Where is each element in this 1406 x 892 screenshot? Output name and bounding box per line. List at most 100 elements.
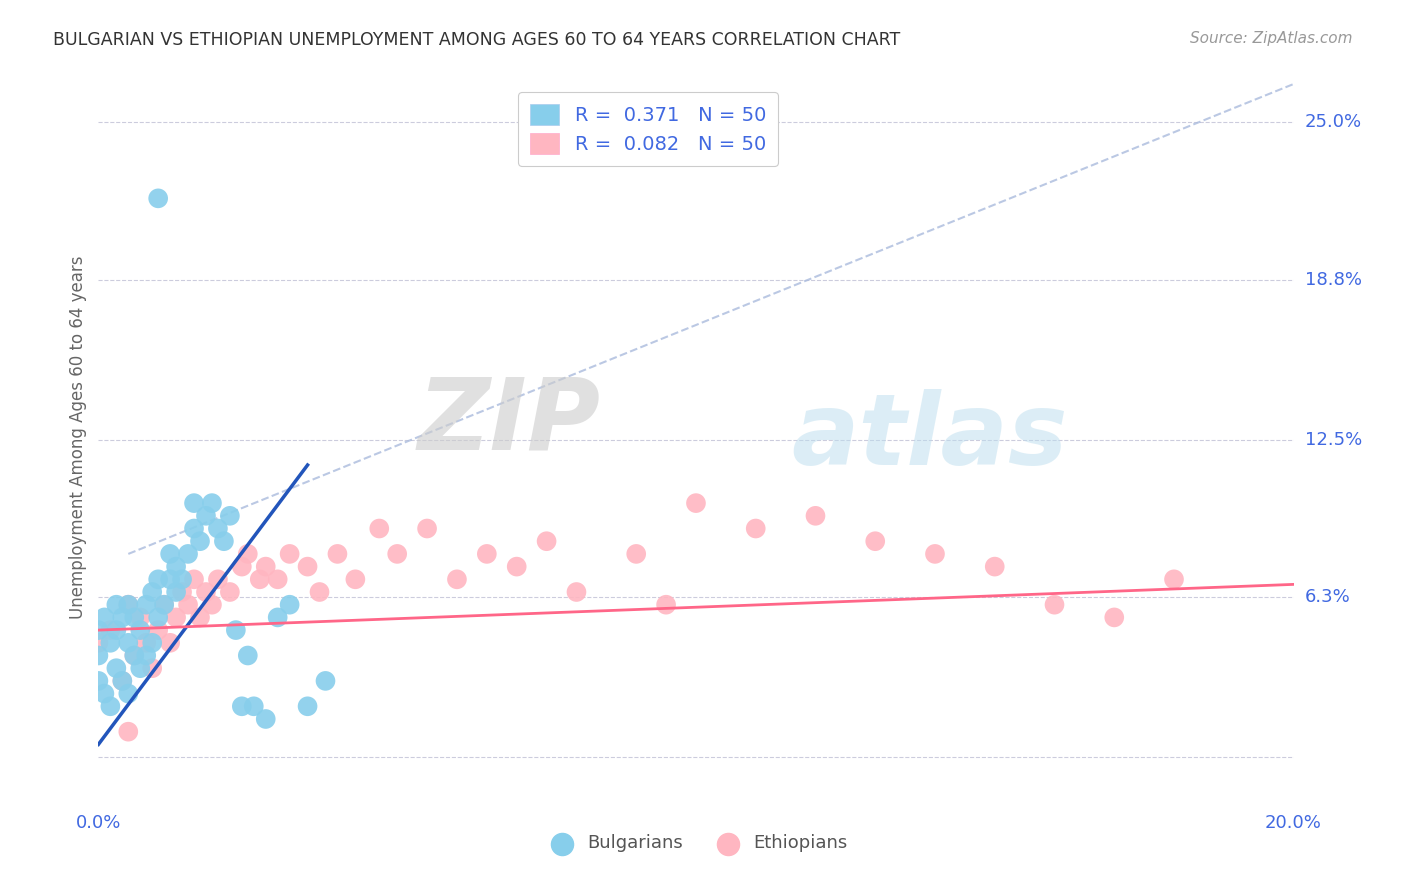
Point [148, 572, 170, 586]
Point [297, 559, 319, 574]
Point [111, 610, 134, 624]
Point [278, 547, 301, 561]
Point [141, 661, 163, 675]
Point [93, 687, 115, 701]
Point [148, 610, 170, 624]
Point [172, 585, 194, 599]
Point [344, 572, 367, 586]
Point [1104, 610, 1126, 624]
Point [254, 559, 277, 574]
Text: BULGARIAN VS ETHIOPIAN UNEMPLOYMENT AMONG AGES 60 TO 64 YEARS CORRELATION CHART: BULGARIAN VS ETHIOPIAN UNEMPLOYMENT AMON… [53, 31, 901, 49]
Point [475, 547, 498, 561]
Point [416, 521, 439, 535]
Point [129, 623, 152, 637]
Text: atlas: atlas [792, 389, 1069, 485]
Point [188, 534, 211, 549]
Point [87, 636, 110, 650]
Point [315, 673, 337, 688]
Point [236, 547, 259, 561]
Point [249, 572, 271, 586]
Point [148, 191, 170, 205]
Point [536, 534, 558, 549]
Point [506, 559, 529, 574]
Point [267, 610, 290, 624]
Text: ZIP: ZIP [418, 374, 600, 471]
Legend: Bulgarians, Ethiopians: Bulgarians, Ethiopians [537, 827, 855, 860]
Point [141, 636, 163, 650]
Point [105, 661, 128, 675]
Point [385, 547, 409, 561]
Point [93, 610, 115, 624]
Point [183, 496, 205, 510]
Point [804, 508, 827, 523]
Point [1043, 598, 1066, 612]
Point [172, 572, 194, 586]
Point [117, 687, 139, 701]
Point [207, 572, 229, 586]
Point [201, 496, 224, 510]
Point [219, 508, 242, 523]
Point [129, 610, 152, 624]
Point [141, 585, 163, 599]
Y-axis label: Unemployment Among Ages 60 to 64 years: Unemployment Among Ages 60 to 64 years [69, 255, 87, 619]
Point [124, 648, 146, 663]
Point [225, 623, 247, 637]
Point [105, 623, 128, 637]
Point [924, 547, 946, 561]
Text: 18.8%: 18.8% [1305, 270, 1361, 289]
Point [655, 598, 678, 612]
Point [165, 610, 187, 624]
Point [105, 598, 128, 612]
Text: 12.5%: 12.5% [1305, 431, 1362, 449]
Point [148, 623, 170, 637]
Point [135, 648, 157, 663]
Point [124, 648, 146, 663]
Point [135, 598, 157, 612]
Point [368, 521, 391, 535]
Point [326, 547, 349, 561]
Point [1163, 572, 1185, 586]
Point [124, 610, 146, 624]
Point [297, 699, 319, 714]
Point [165, 585, 187, 599]
Point [865, 534, 887, 549]
Point [117, 724, 139, 739]
Point [984, 559, 1007, 574]
Point [153, 598, 176, 612]
Point [159, 547, 181, 561]
Point [188, 610, 211, 624]
Point [159, 572, 181, 586]
Point [98, 623, 122, 637]
Point [685, 496, 707, 510]
Text: Source: ZipAtlas.com: Source: ZipAtlas.com [1189, 31, 1353, 46]
Point [98, 636, 122, 650]
Point [117, 598, 139, 612]
Point [111, 673, 134, 688]
Point [207, 521, 229, 535]
Point [117, 636, 139, 650]
Point [308, 585, 330, 599]
Text: 6.3%: 6.3% [1305, 588, 1350, 606]
Point [195, 508, 218, 523]
Point [117, 598, 139, 612]
Point [87, 648, 110, 663]
Point [254, 712, 277, 726]
Point [183, 521, 205, 535]
Point [129, 661, 152, 675]
Point [135, 636, 157, 650]
Point [231, 699, 253, 714]
Point [446, 572, 468, 586]
Point [212, 534, 235, 549]
Point [243, 699, 266, 714]
Point [626, 547, 648, 561]
Point [201, 598, 224, 612]
Point [278, 598, 301, 612]
Point [267, 572, 290, 586]
Text: 25.0%: 25.0% [1305, 113, 1362, 131]
Point [165, 559, 187, 574]
Point [745, 521, 768, 535]
Point [98, 699, 122, 714]
Point [195, 585, 218, 599]
Point [159, 636, 181, 650]
Point [183, 572, 205, 586]
